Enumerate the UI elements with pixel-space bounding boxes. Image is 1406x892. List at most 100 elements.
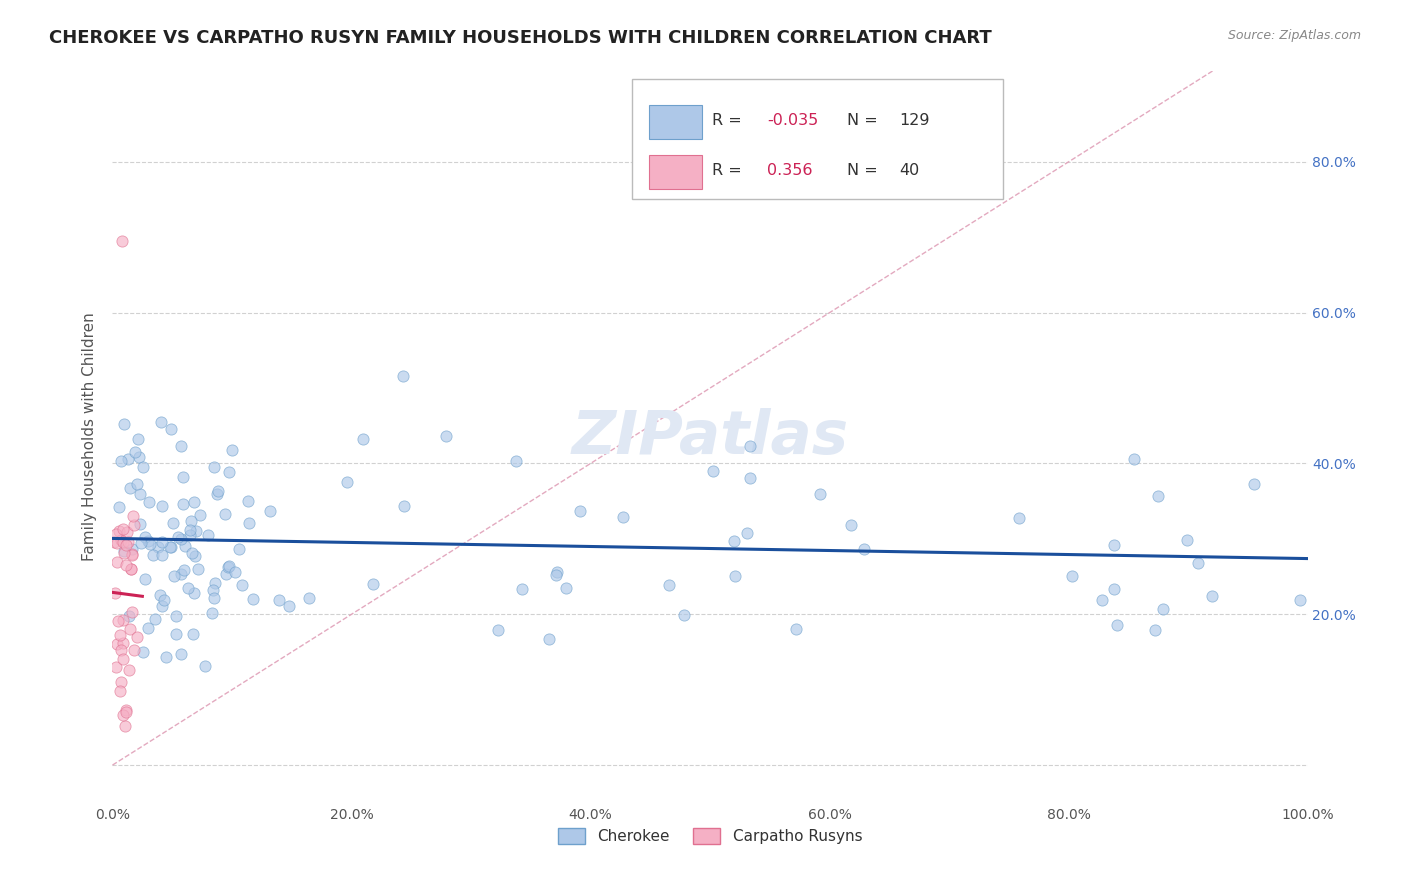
Point [238, 493, 260, 508]
Point [129, 517, 152, 532]
Point [114, 538, 136, 552]
Point [122, 517, 145, 532]
Point [117, 535, 139, 549]
Point [153, 593, 176, 607]
Point [111, 534, 134, 549]
Legend: Cherokee, Carpatho Rusyns: Cherokee, Carpatho Rusyns [551, 822, 869, 850]
Point [170, 647, 193, 661]
Point [1152, 602, 1174, 616]
Point [179, 524, 201, 538]
Point [136, 533, 159, 548]
Point [136, 621, 159, 635]
Point [179, 528, 201, 542]
Point [723, 534, 745, 549]
Point [149, 588, 172, 602]
Point [121, 605, 143, 619]
Point [612, 509, 634, 524]
FancyBboxPatch shape [633, 78, 1002, 200]
Point [1060, 569, 1083, 583]
FancyBboxPatch shape [650, 105, 702, 139]
Point [105, 527, 128, 541]
FancyBboxPatch shape [650, 154, 702, 189]
Text: -0.035: -0.035 [768, 113, 818, 128]
Point [115, 524, 138, 539]
Point [165, 626, 187, 640]
Point [170, 566, 193, 581]
Point [165, 609, 187, 624]
Point [201, 606, 224, 620]
Point [510, 582, 533, 596]
Point [434, 429, 457, 443]
Point [125, 476, 148, 491]
Point [217, 560, 239, 574]
Point [839, 517, 862, 532]
Point [112, 635, 135, 649]
Text: 129: 129 [898, 113, 929, 128]
Point [486, 623, 509, 637]
Point [110, 453, 132, 467]
Point [155, 649, 177, 664]
Point [170, 439, 193, 453]
Point [505, 454, 527, 468]
Point [150, 599, 173, 614]
Point [361, 577, 384, 591]
Point [202, 460, 225, 475]
Point [186, 524, 208, 539]
Point [105, 556, 128, 570]
Point [392, 500, 415, 514]
Point [148, 541, 170, 555]
Point [194, 659, 217, 673]
Point [735, 526, 758, 541]
Text: Source: ZipAtlas.com: Source: ZipAtlas.com [1227, 29, 1361, 42]
Point [108, 524, 131, 538]
Point [118, 608, 141, 623]
Point [1091, 592, 1114, 607]
Point [129, 536, 152, 550]
Point [132, 645, 155, 659]
Point [298, 591, 321, 606]
Point [132, 459, 155, 474]
Point [111, 234, 134, 248]
Point [202, 583, 225, 598]
Text: 0.356: 0.356 [768, 162, 813, 178]
Point [160, 540, 183, 554]
Point [150, 548, 173, 562]
Point [112, 652, 135, 666]
Point [173, 563, 195, 577]
Point [110, 533, 132, 547]
Point [105, 536, 128, 550]
Point [738, 439, 761, 453]
Point [145, 612, 167, 626]
Point [120, 562, 142, 576]
Point [224, 565, 246, 579]
Point [569, 503, 592, 517]
Point [180, 515, 202, 529]
Point [134, 530, 156, 544]
Point [1102, 538, 1125, 552]
Point [121, 548, 143, 562]
Point [110, 642, 132, 657]
Text: R =: R = [713, 113, 748, 128]
Point [118, 623, 141, 637]
Point [122, 509, 145, 524]
Point [177, 581, 200, 595]
Point [115, 703, 138, 717]
Point [278, 599, 301, 614]
Point [104, 586, 127, 600]
Point [1289, 592, 1312, 607]
Point [1105, 617, 1128, 632]
Point [188, 508, 211, 522]
Point [785, 622, 807, 636]
Point [204, 575, 226, 590]
Point [1143, 623, 1166, 637]
Point [554, 581, 576, 595]
Point [1102, 582, 1125, 596]
Point [105, 660, 128, 674]
Point [1008, 510, 1031, 524]
Point [162, 516, 184, 531]
Point [150, 415, 173, 429]
Point [110, 675, 132, 690]
Point [259, 503, 281, 517]
Point [142, 548, 165, 562]
Point [120, 481, 142, 495]
